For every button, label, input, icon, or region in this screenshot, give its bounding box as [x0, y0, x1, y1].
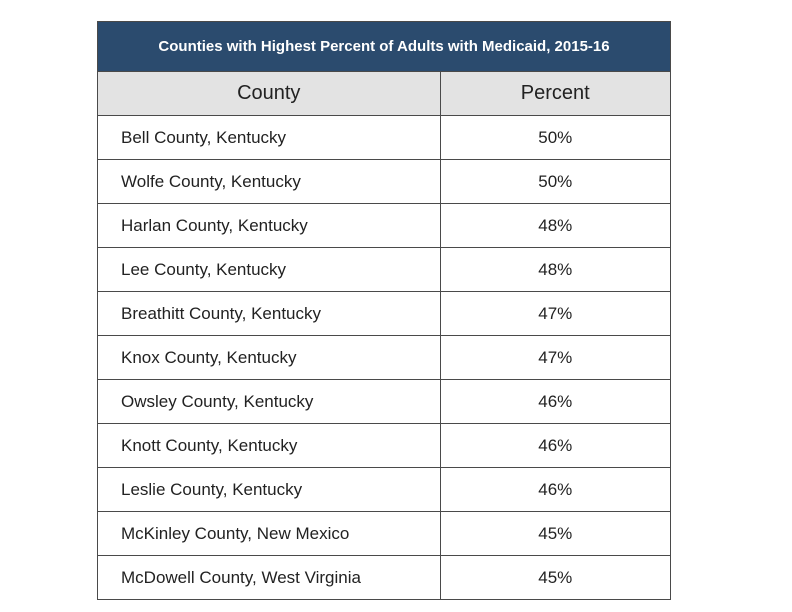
percent-cell: 45% — [440, 511, 670, 556]
county-cell: Leslie County, Kentucky — [98, 467, 441, 512]
table-row: Wolfe County, Kentucky 50% — [98, 159, 670, 204]
table-row: Bell County, Kentucky 50% — [98, 115, 670, 160]
county-cell: Breathitt County, Kentucky — [98, 291, 441, 336]
table-title: Counties with Highest Percent of Adults … — [98, 22, 670, 72]
medicaid-table-container: Counties with Highest Percent of Adults … — [97, 21, 671, 600]
percent-cell: 46% — [440, 379, 670, 424]
table-row: McDowell County, West Virginia 45% — [98, 555, 670, 599]
percent-cell: 46% — [440, 423, 670, 468]
county-cell: Harlan County, Kentucky — [98, 203, 441, 248]
county-cell: Lee County, Kentucky — [98, 247, 441, 292]
percent-cell: 48% — [440, 247, 670, 292]
table-row: McKinley County, New Mexico 45% — [98, 511, 670, 556]
table-row: Knox County, Kentucky 47% — [98, 335, 670, 380]
county-cell: Bell County, Kentucky — [98, 115, 441, 160]
column-header-percent: Percent — [440, 72, 670, 116]
county-cell: Owsley County, Kentucky — [98, 379, 441, 424]
table-row: Knott County, Kentucky 46% — [98, 423, 670, 468]
table-row: Breathitt County, Kentucky 47% — [98, 291, 670, 336]
percent-cell: 50% — [440, 159, 670, 204]
percent-cell: 50% — [440, 115, 670, 160]
county-cell: Knox County, Kentucky — [98, 335, 441, 380]
header-row: County Percent — [98, 72, 670, 116]
county-cell: McKinley County, New Mexico — [98, 511, 441, 556]
column-header-county: County — [98, 72, 441, 116]
county-cell: McDowell County, West Virginia — [98, 555, 441, 599]
percent-cell: 47% — [440, 291, 670, 336]
table-row: Lee County, Kentucky 48% — [98, 247, 670, 292]
medicaid-table: County Percent Bell County, Kentucky 50% W… — [98, 72, 670, 599]
table-row: Leslie County, Kentucky 46% — [98, 467, 670, 512]
percent-cell: 48% — [440, 203, 670, 248]
percent-cell: 47% — [440, 335, 670, 380]
table-row: Harlan County, Kentucky 48% — [98, 203, 670, 248]
county-cell: Knott County, Kentucky — [98, 423, 441, 468]
percent-cell: 46% — [440, 467, 670, 512]
table-row: Owsley County, Kentucky 46% — [98, 379, 670, 424]
county-cell: Wolfe County, Kentucky — [98, 159, 441, 204]
percent-cell: 45% — [538, 567, 573, 587]
